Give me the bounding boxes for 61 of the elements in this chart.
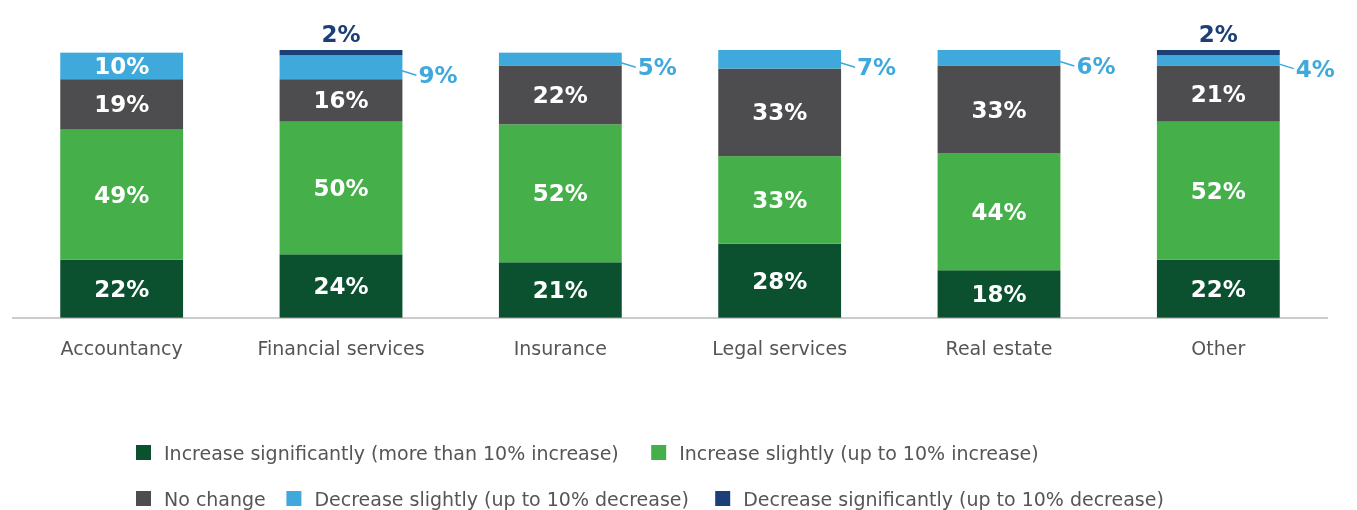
bar [498,262,622,318]
data-label: 18% [971,281,1027,308]
bar [60,79,184,130]
bar [937,50,1061,66]
data-label: 2% [321,21,361,47]
bar [60,129,184,260]
bar [498,65,622,125]
data-label: 9% [418,62,458,89]
bar [718,50,842,69]
data-label: 49% [94,181,150,208]
bar [1156,50,1280,56]
data-label: 44% [971,198,1027,225]
bar [1156,65,1280,122]
bar [718,68,842,157]
bar [498,124,622,263]
bar [1156,259,1280,318]
bar [937,65,1061,154]
data-label: 6% [1076,52,1116,79]
data-label: 22% [94,275,150,302]
bar [718,243,842,318]
data-label: 22% [532,82,588,109]
data-label: 4% [1295,55,1335,82]
legend-label: Increase slightly (up to 10% increase) [679,442,1039,464]
x-tick-label: Accountancy [60,337,183,359]
bar [718,156,842,244]
bar [279,254,403,318]
bar [279,55,403,80]
x-tick-label: Other [1191,337,1246,359]
data-label: 50% [313,174,369,201]
data-label: 22% [1190,275,1246,302]
data-label: 21% [532,277,588,304]
bar [60,259,184,318]
bar [279,121,403,255]
data-label: 21% [1190,80,1246,107]
bar [279,50,403,56]
data-label: 10% [94,52,150,79]
data-label: 19% [94,91,150,118]
bar [1156,55,1280,66]
x-tick-label: Real estate [945,337,1053,359]
legend-label: Increase significantly (more than 10% increase) [164,442,619,464]
data-label: 52% [532,180,588,207]
bar [937,153,1061,271]
x-tick-label: Financial services [257,337,425,359]
x-tick-label: Insurance [513,337,607,359]
data-label: 33% [752,99,808,126]
data-label: 16% [313,87,369,114]
data-label: 24% [313,273,369,300]
bar [1156,121,1280,260]
legend-label: Decrease slightly (up to 10% decrease) [314,488,689,510]
data-label: 33% [752,186,808,213]
data-label: 52% [1190,177,1246,204]
legend-label: Decrease significantly (up to 10% decrease) [743,488,1164,510]
bar [279,79,403,122]
x-tick-label: Legal services [712,337,848,359]
data-label: 2% [1198,21,1238,47]
data-label: 5% [637,54,677,81]
legend-label: No change [164,488,266,510]
data-label: 7% [857,54,897,81]
data-label: 33% [971,96,1027,123]
data-label: 28% [752,267,808,294]
bar [498,52,622,66]
